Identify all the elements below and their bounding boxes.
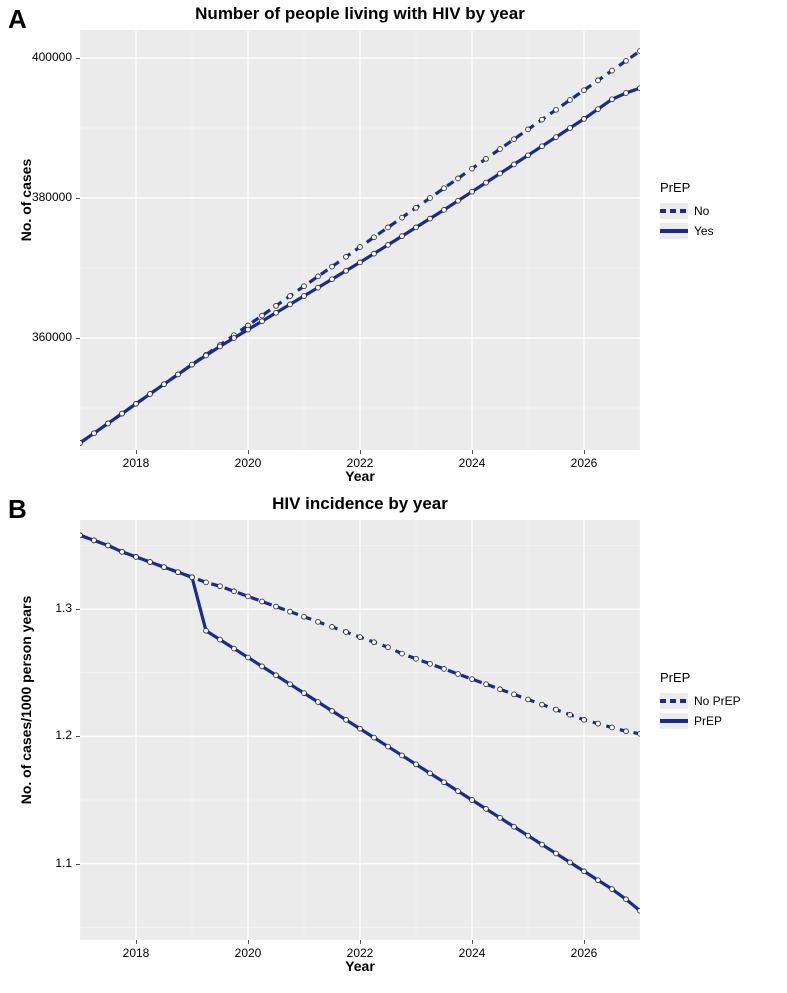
panel-b-label: B	[8, 494, 27, 525]
panel-b-legend-item: PrEP	[660, 713, 741, 729]
figure-container: A Number of people living with HIV by ye…	[0, 0, 787, 993]
panel-b-xtick: 2024	[447, 946, 497, 960]
panel-a-legend-item: Yes	[660, 223, 714, 239]
panel-b-title: HIV incidence by year	[80, 494, 640, 514]
panel-a-xtick: 2020	[223, 456, 273, 470]
panel-b-xlabel: Year	[80, 958, 640, 974]
panel-a-xlabel: Year	[80, 468, 640, 484]
legend-swatch	[660, 713, 688, 729]
panel-b-ytick: 1.2	[20, 728, 72, 742]
panel-b-plot	[80, 520, 640, 940]
panel-a-xtick: 2022	[335, 456, 385, 470]
panel-b-xtick: 2022	[335, 946, 385, 960]
panel-b-xtick: 2018	[111, 946, 161, 960]
panel-a-xtick: 2018	[111, 456, 161, 470]
panel-a-label: A	[8, 4, 27, 35]
panel-a: A Number of people living with HIV by ye…	[0, 0, 787, 490]
legend-label: No PrEP	[694, 694, 741, 708]
panel-b: B HIV incidence by year No. of cases/100…	[0, 490, 787, 993]
panel-a-ytick: 400000	[20, 50, 72, 64]
legend-b-title: PrEP	[660, 670, 741, 685]
panel-b-legend: PrEP No PrEP PrEP	[660, 670, 741, 733]
legend-a-title: PrEP	[660, 180, 714, 195]
panel-a-legend: PrEP No Yes	[660, 180, 714, 243]
panel-b-xtick: 2026	[559, 946, 609, 960]
legend-label: Yes	[694, 224, 714, 238]
panel-a-xtick: 2024	[447, 456, 497, 470]
legend-swatch	[660, 223, 688, 239]
panel-a-title: Number of people living with HIV by year	[80, 4, 640, 24]
panel-b-legend-item: No PrEP	[660, 693, 741, 709]
panel-a-ytick: 380000	[20, 190, 72, 204]
legend-label: PrEP	[694, 714, 722, 728]
panel-a-plot	[80, 30, 640, 450]
panel-b-xtick: 2020	[223, 946, 273, 960]
panel-b-ytick: 1.3	[20, 601, 72, 615]
legend-swatch	[660, 203, 688, 219]
panel-a-legend-item: No	[660, 203, 714, 219]
legend-label: No	[694, 204, 709, 218]
panel-a-ytick: 360000	[20, 330, 72, 344]
panel-b-ytick: 1.1	[20, 856, 72, 870]
panel-a-xtick: 2026	[559, 456, 609, 470]
legend-swatch	[660, 693, 688, 709]
